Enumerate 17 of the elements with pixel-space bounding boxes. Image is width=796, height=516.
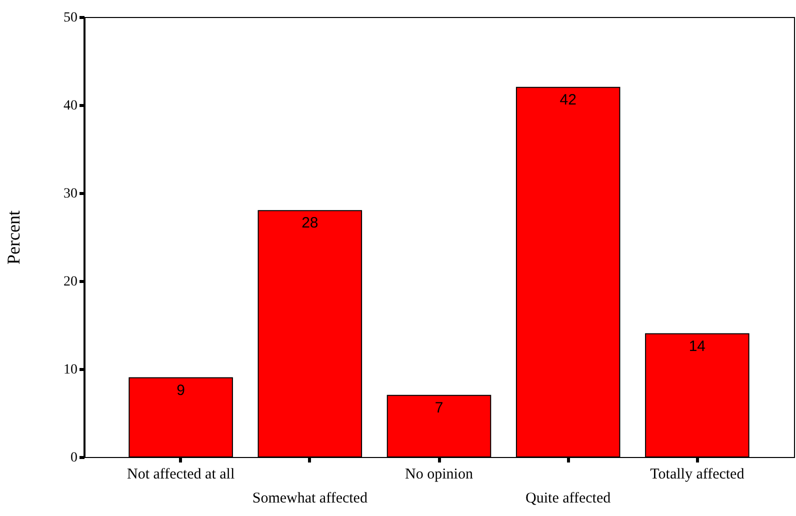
y-tick-label: 30 <box>64 186 78 202</box>
data-label: 42 <box>560 91 576 108</box>
y-tick-label: 40 <box>64 98 78 114</box>
y-tick-label: 50 <box>64 10 78 26</box>
data-label: 14 <box>688 338 706 355</box>
x-tick-label: Not affected at all <box>127 466 235 482</box>
data-label: 9 <box>176 382 185 399</box>
y-axis-title: Percent <box>4 210 24 264</box>
y-tick-label: 20 <box>64 274 78 290</box>
data-label: 7 <box>434 399 444 416</box>
x-tick-label: Quite affected <box>526 490 612 506</box>
x-tick-label: Somewhat affected <box>252 490 368 506</box>
data-label: 28 <box>302 214 318 232</box>
y-tick-label: 0 <box>70 450 78 466</box>
y-tick-label: 10 <box>64 362 78 378</box>
x-tick-label: No opinion <box>405 466 474 482</box>
x-tick-label: Totally affected <box>650 466 745 482</box>
